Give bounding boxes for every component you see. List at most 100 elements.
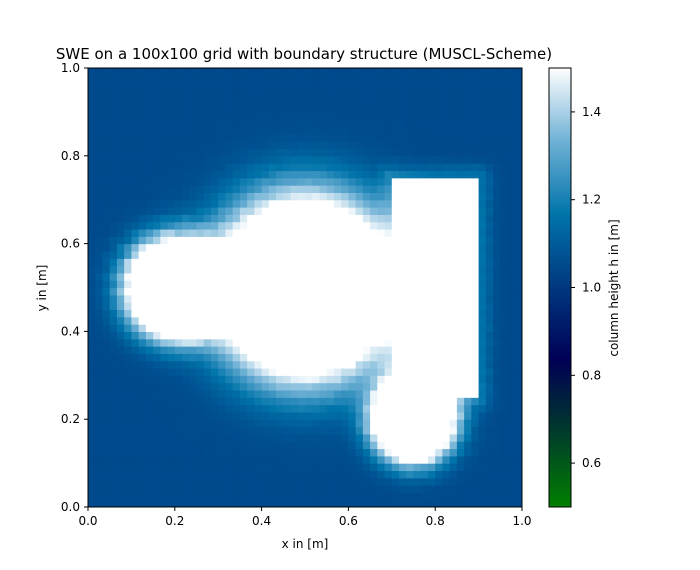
heatmap-cell	[261, 141, 270, 150]
heatmap-cell	[232, 111, 241, 120]
heatmap-cell	[333, 331, 342, 340]
heatmap-cell	[500, 221, 509, 230]
heatmap-cell	[478, 119, 487, 128]
heatmap-cell	[189, 185, 198, 193]
heatmap-cell	[218, 111, 227, 120]
heatmap-cell	[131, 133, 140, 142]
heatmap-cell	[319, 119, 328, 128]
heatmap-cell	[116, 111, 125, 120]
heatmap-cell	[399, 324, 407, 332]
heatmap-cell	[377, 397, 386, 406]
heatmap-cell	[471, 367, 480, 376]
heatmap-cell	[341, 360, 349, 369]
heatmap-cell	[391, 82, 400, 91]
heatmap-cell	[341, 382, 349, 391]
heatmap-cell	[203, 353, 212, 362]
heatmap-cell	[232, 331, 241, 340]
heatmap-cell	[427, 389, 436, 398]
heatmap-cell	[167, 228, 176, 237]
heatmap-cell	[500, 141, 509, 150]
heatmap-cell	[189, 419, 198, 428]
heatmap-cell	[88, 324, 96, 332]
heatmap-cell	[247, 133, 255, 142]
heatmap-cell	[182, 294, 190, 303]
heatmap-cell	[239, 485, 248, 493]
heatmap-cell	[471, 382, 480, 391]
heatmap-cell	[268, 243, 277, 252]
heatmap-cell	[420, 104, 429, 113]
heatmap-cell	[370, 250, 378, 259]
heatmap-cell	[305, 199, 313, 208]
heatmap-cell	[406, 360, 415, 369]
heatmap-cell	[413, 250, 422, 259]
heatmap-cell	[95, 272, 104, 281]
heatmap-cell	[413, 346, 422, 354]
heatmap-cell	[391, 89, 400, 98]
heatmap-cell	[507, 397, 516, 406]
heatmap-cell	[131, 367, 140, 376]
heatmap-cell	[478, 448, 487, 457]
heatmap-cell	[254, 250, 263, 259]
heatmap-cell	[167, 346, 176, 354]
heatmap-cell	[485, 185, 494, 193]
heatmap-cell	[370, 346, 378, 354]
heatmap-cell	[312, 338, 321, 347]
heatmap-cell	[174, 309, 183, 318]
heatmap-cell	[507, 389, 516, 398]
heatmap-cell	[312, 411, 321, 420]
heatmap-cell	[261, 228, 270, 237]
heatmap-cell	[109, 199, 118, 208]
heatmap-cell	[153, 338, 161, 347]
heatmap-cell	[406, 397, 415, 406]
heatmap-cell	[102, 324, 111, 332]
heatmap-cell	[384, 463, 393, 472]
heatmap-cell	[399, 258, 407, 267]
heatmap-cell	[399, 382, 407, 391]
heatmap-cell	[167, 404, 176, 413]
heatmap-cell	[102, 126, 111, 135]
heatmap-cell	[420, 389, 429, 398]
heatmap-cell	[261, 199, 270, 208]
heatmap-cell	[247, 155, 255, 164]
heatmap-cell	[239, 82, 248, 91]
heatmap-cell	[124, 397, 132, 406]
heatmap-cell	[225, 75, 234, 84]
heatmap-cell	[160, 155, 169, 164]
heatmap-cell	[116, 75, 125, 84]
heatmap-cell	[218, 155, 227, 164]
heatmap-cell	[153, 485, 161, 493]
heatmap-cell	[427, 309, 436, 318]
heatmap-cell	[290, 455, 299, 464]
heatmap-cell	[210, 433, 219, 442]
heatmap-cell	[239, 419, 248, 428]
heatmap-cell	[471, 97, 480, 106]
heatmap-cell	[95, 192, 104, 201]
heatmap-cell	[232, 258, 241, 267]
heatmap-cell	[95, 265, 104, 274]
heatmap-cell	[456, 104, 465, 113]
heatmap-cell	[182, 316, 190, 325]
heatmap-cell	[305, 492, 313, 501]
heatmap-cell	[174, 272, 183, 281]
heatmap-cell	[305, 316, 313, 325]
heatmap-cell	[464, 265, 472, 274]
heatmap-cell	[391, 243, 400, 252]
heatmap-cell	[182, 448, 190, 457]
heatmap-cell	[500, 375, 509, 384]
heatmap-cell	[435, 272, 444, 281]
heatmap-cell	[174, 499, 183, 507]
heatmap-cell	[384, 331, 393, 340]
heatmap-cell	[464, 192, 472, 201]
heatmap-cell	[326, 463, 335, 472]
heatmap-cell	[297, 353, 306, 362]
heatmap-cell	[109, 119, 118, 128]
heatmap-cell	[377, 148, 386, 157]
heatmap-cell	[196, 419, 205, 428]
heatmap-cell	[341, 441, 349, 450]
heatmap-cell	[232, 477, 241, 486]
heatmap-cell	[406, 68, 415, 76]
heatmap-cell	[399, 133, 407, 142]
heatmap-cell	[218, 433, 227, 442]
heatmap-cell	[131, 485, 140, 493]
heatmap-cell	[290, 192, 299, 201]
